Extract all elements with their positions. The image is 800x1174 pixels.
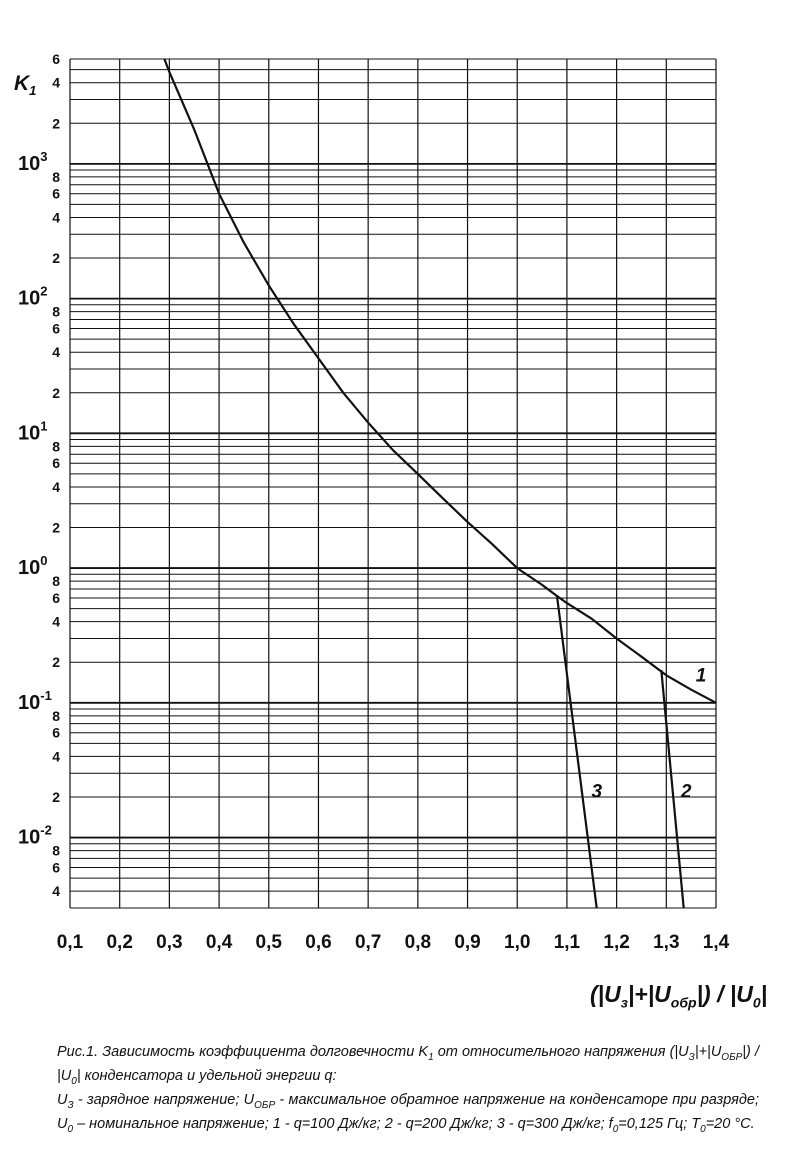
y-tick-label: 8 (52, 573, 60, 589)
grid (69, 58, 717, 909)
y-tick-label: 2 (52, 250, 60, 266)
x-tick-label: 1,3 (653, 932, 679, 953)
x-tick-label: 0,2 (106, 932, 132, 953)
series-label-2: 2 (680, 781, 692, 802)
caption-title: Рис.1. Зависимость коэффициента долговеч… (57, 1044, 759, 1087)
y-tick-label: 2 (52, 115, 60, 131)
x-tick-label: 0,1 (57, 932, 84, 953)
y-tick-label: 2 (52, 520, 60, 536)
y-tick-label: 4 (52, 614, 60, 630)
y-decade-label: 101 (18, 418, 47, 444)
y-decade-label: 10-2 (18, 823, 52, 849)
series-line-1 (163, 58, 717, 704)
series-group: 1 2 3 (163, 58, 717, 909)
x-tick-label: 0,8 (405, 932, 431, 953)
series-line-3 (555, 595, 598, 909)
x-axis-label: (|Uз|+|Uобр|) / |U0| (590, 981, 768, 1011)
y-tick-label: 2 (52, 789, 60, 805)
x-tick-label: 0,9 (454, 932, 480, 953)
y-tick-label: 8 (52, 438, 60, 454)
x-tick-label: 0,7 (355, 932, 381, 953)
series-line-2 (660, 669, 685, 909)
y-decade-label: 102 (18, 284, 47, 310)
y-tick-label: 4 (52, 479, 60, 495)
series-label-3: 3 (591, 781, 602, 802)
tick-labels: 6428642864286428642864286410310210110010… (18, 51, 730, 953)
y-tick-label: 6 (52, 186, 60, 202)
y-decade-label: 103 (18, 149, 47, 175)
y-tick-label: 6 (52, 51, 60, 67)
y-tick-label: 8 (52, 843, 60, 859)
y-tick-label: 6 (52, 859, 60, 875)
y-decade-label: 10-1 (18, 688, 52, 714)
y-axis-label: K1 (14, 72, 37, 99)
x-tick-label: 0,3 (156, 932, 182, 953)
x-tick-label: 0,6 (305, 932, 331, 953)
y-tick-label: 8 (52, 304, 60, 320)
y-tick-label: 6 (52, 455, 60, 471)
y-tick-label: 4 (52, 75, 60, 91)
y-tick-label: 6 (52, 725, 60, 741)
x-tick-label: 1,0 (504, 932, 530, 953)
y-tick-label: 8 (52, 169, 60, 185)
y-tick-label: 4 (52, 748, 60, 764)
y-tick-label: 8 (52, 708, 60, 724)
x-tick-label: 0,4 (206, 932, 233, 953)
y-tick-label: 4 (52, 883, 60, 899)
caption-body: UЗ - зарядное напряжение; UОБР - максима… (57, 1091, 759, 1135)
y-tick-label: 4 (52, 344, 60, 360)
y-tick-label: 2 (52, 654, 60, 670)
x-tick-label: 1,2 (603, 932, 629, 953)
y-tick-label: 6 (52, 590, 60, 606)
y-tick-label: 2 (52, 385, 60, 401)
chart: 123 642864286428642864286428641031021011… (18, 51, 730, 953)
x-tick-label: 0,5 (256, 932, 283, 953)
y-tick-label: 4 (52, 209, 60, 225)
x-tick-label: 1,4 (703, 932, 730, 953)
figure-caption: Рис.1. Зависимость коэффициента долговеч… (57, 1043, 759, 1139)
series-label-1: 1 (696, 665, 707, 686)
y-decade-label: 100 (18, 553, 47, 579)
y-tick-label: 6 (52, 320, 60, 336)
x-tick-label: 1,1 (554, 932, 581, 953)
